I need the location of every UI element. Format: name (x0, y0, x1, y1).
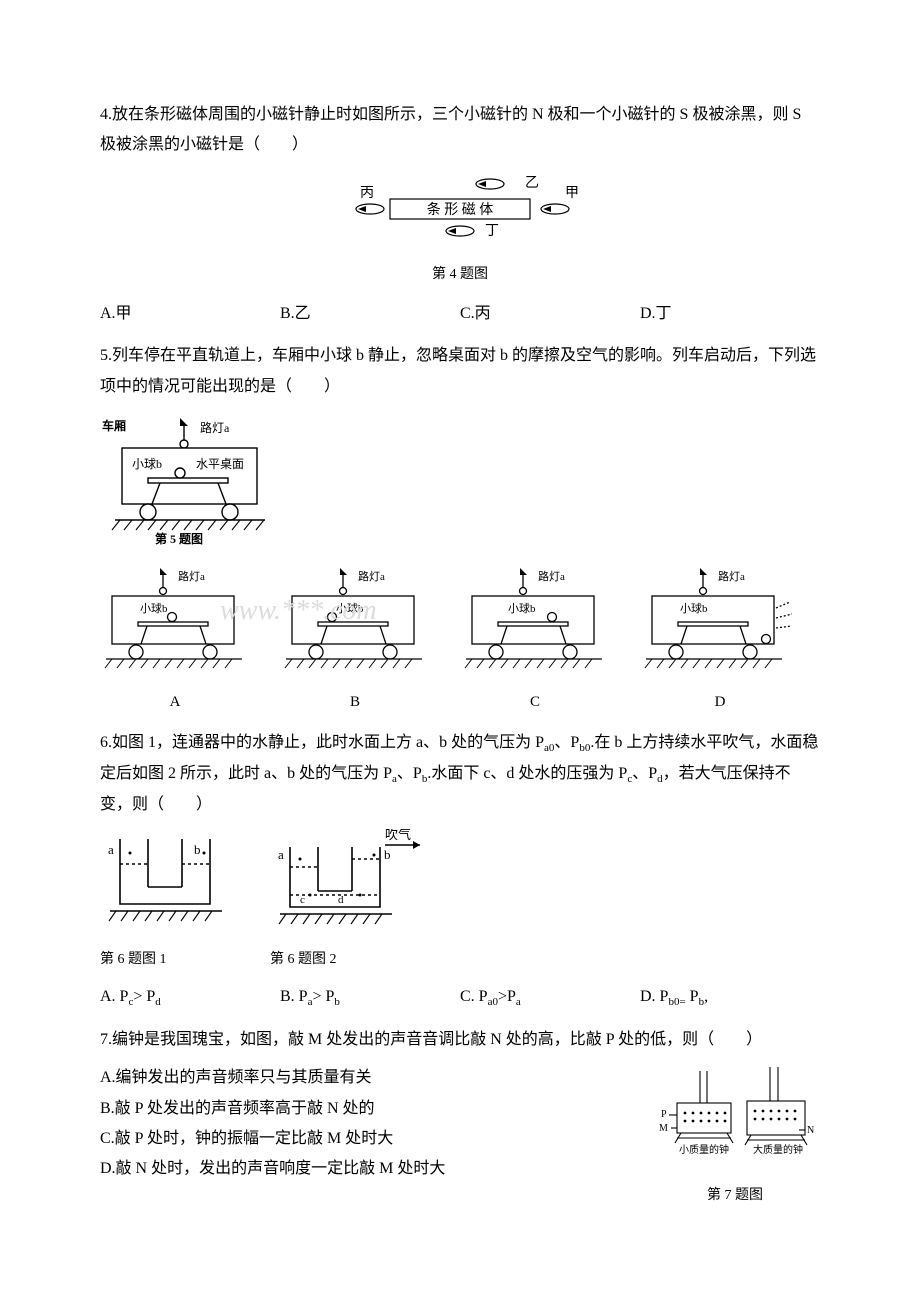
svg-text:小质量的钟: 小质量的钟 (679, 1143, 729, 1156)
q6-option-d: D. Pb0= Pb, (640, 982, 820, 1013)
svg-text:P: P (661, 1109, 667, 1120)
q6-figures: a b 第 6 题图 1 吹气 a b c d 第 6 题图 2 (100, 829, 820, 974)
q4-text: 4.放在条形磁体周围的小磁针静止时如图所示，三个小磁针的 N 极和一个小磁针的 … (100, 100, 820, 161)
q4-option-b: B.乙 (280, 299, 460, 329)
svg-text:乙: 乙 (525, 175, 539, 191)
q4-figure: 条 形 磁 体 乙 丙 甲 丁 第 4 题图 (100, 169, 820, 289)
q4-option-d: D.丁 (640, 299, 820, 329)
svg-text:小球b: 小球b (508, 601, 536, 615)
q6-option-a: A. Pc> Pd (100, 982, 280, 1013)
q5-option-figures: 路灯a 小球b A 路灯a 小球b B 路灯a (100, 564, 820, 716)
q5-opt-c: 路灯a 小球b C (460, 564, 610, 716)
svg-text:路灯a: 路灯a (538, 570, 565, 583)
q6-text: 6.如图 1，连通器中的水静止，此时水面上方 a、b 处的气压为 Pa0、Pb0… (100, 728, 820, 821)
q6-options: A. Pc> Pd B. Pa> Pb C. Pa0>Pa D. Pb0= Pb… (100, 982, 820, 1013)
q6-option-b: B. Pa> Pb (280, 982, 460, 1013)
q7-option-b: B.敲 P 处发出的声音频率高于敲 N 处的 (100, 1094, 650, 1124)
svg-text:小球b: 小球b (132, 457, 162, 471)
svg-text:第 5 题图: 第 5 题图 (155, 531, 203, 545)
q7-figure: P M 小质量的钟 N 大质量的钟 第 7 题图 (650, 1063, 820, 1209)
svg-text:c: c (300, 894, 305, 906)
q5-opt-d: 路灯a 小球b D (640, 564, 800, 716)
svg-text:M: M (659, 1123, 668, 1134)
q4-option-a: A.甲 (100, 299, 280, 329)
q4-options: A.甲 B.乙 C.丙 D.丁 (100, 299, 820, 329)
svg-text:d: d (338, 894, 344, 906)
svg-text:车厢: 车厢 (102, 418, 126, 433)
svg-text:路灯a: 路灯a (200, 420, 230, 435)
svg-text:a: a (108, 842, 114, 857)
q5-opt-a: 路灯a 小球b A (100, 564, 250, 716)
svg-text:水平桌面: 水平桌面 (196, 457, 244, 471)
q5-opt-b: 路灯a 小球b B (280, 564, 430, 716)
svg-text:甲: 甲 (565, 186, 579, 201)
svg-text:小球b: 小球b (680, 601, 708, 615)
svg-text:路灯a: 路灯a (178, 570, 205, 583)
svg-text:a: a (278, 847, 284, 862)
svg-text:路灯a: 路灯a (718, 570, 745, 583)
q7-text: 7.编钟是我国瑰宝，如图，敲 M 处发出的声音音调比敲 N 处的高，比敲 P 处… (100, 1025, 820, 1055)
q7-option-d: D.敲 N 处时，发出的声音响度一定比敲 M 处时大 (100, 1154, 650, 1184)
q4-option-c: C.丙 (460, 299, 640, 329)
q7-option-a: A.编钟发出的声音频率只与其质量有关 (100, 1063, 650, 1093)
bar-magnet-label: 条 形 磁 体 (427, 201, 494, 218)
svg-text:大质量的钟: 大质量的钟 (753, 1143, 803, 1156)
svg-text:路灯a: 路灯a (358, 570, 385, 583)
svg-text:小球b: 小球b (336, 601, 364, 615)
q5-text: 5.列车停在平直轨道上，车厢中小球 b 静止，忽略桌面对 b 的摩擦及空气的影响… (100, 341, 820, 402)
svg-text:N: N (807, 1125, 814, 1136)
q6-option-c: C. Pa0>Pa (460, 982, 640, 1013)
svg-text:小球b: 小球b (140, 601, 168, 615)
q7-option-c: C.敲 P 处时，钟的振幅一定比敲 M 处时大 (100, 1124, 650, 1154)
svg-text:b: b (194, 842, 201, 857)
svg-text:吹气: 吹气 (385, 829, 411, 842)
svg-text:b: b (384, 847, 391, 862)
svg-text:丙: 丙 (360, 186, 374, 201)
svg-text:丁: 丁 (485, 224, 499, 239)
q5-main-figure: 车厢 路灯a 小球b 水平桌面 第 5 题图 (100, 410, 820, 556)
q4-caption: 第 4 题图 (100, 262, 820, 289)
